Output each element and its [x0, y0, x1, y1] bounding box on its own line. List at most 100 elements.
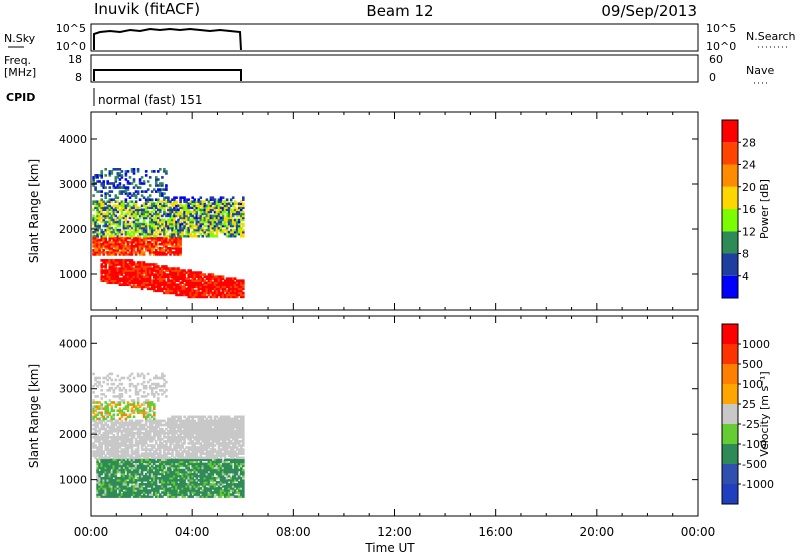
velocity-cell [138, 436, 142, 439]
velocity-cell [169, 423, 172, 427]
power-cell [213, 295, 217, 299]
power-cell [130, 208, 134, 212]
power-cell [227, 234, 231, 238]
power-cell [124, 251, 128, 254]
velocity-cell [110, 372, 114, 376]
velocity-cell [211, 446, 215, 449]
velocity-cell [191, 474, 194, 478]
power-cell [118, 267, 122, 270]
power-cell [106, 277, 109, 280]
power-cell [112, 234, 116, 238]
velocity-cell [112, 454, 116, 457]
velocity-cell [134, 407, 138, 410]
velocity-cell [150, 448, 154, 451]
power-cell [169, 285, 172, 289]
velocity-cell [207, 466, 211, 470]
power-cell [98, 212, 101, 216]
power-cell [124, 269, 128, 272]
power-cell [157, 265, 160, 268]
power-cell [163, 277, 166, 280]
velocity-cell [142, 491, 146, 494]
velocity-cell [159, 448, 162, 451]
velocity-cell [197, 423, 201, 427]
velocity-cell [215, 458, 219, 462]
velocity-cell [187, 448, 190, 451]
velocity-cell [157, 489, 160, 492]
power-cell [159, 273, 162, 276]
velocity-cell [217, 485, 221, 488]
velocity-cell [132, 481, 136, 484]
power-cell [104, 242, 107, 246]
power-cell [169, 291, 172, 295]
power-cell [104, 261, 107, 264]
power-cell [132, 194, 136, 197]
velocity-cell [171, 429, 174, 433]
power-cell [126, 210, 130, 214]
power-cell [229, 289, 233, 293]
power-cell [130, 212, 134, 216]
power-cell [118, 283, 122, 286]
power-cell [235, 220, 239, 224]
power-cell [128, 182, 132, 185]
power-ytick-label-1: 2000 [59, 223, 87, 236]
power-cell [231, 214, 235, 218]
velocity-cell [110, 409, 114, 412]
velocity-cell [136, 436, 140, 439]
velocity-cell [191, 489, 194, 492]
velocity-cell [155, 391, 158, 394]
power-cell [114, 218, 118, 222]
power-cell [112, 198, 116, 201]
power-cell [124, 178, 128, 181]
power-cell [229, 214, 233, 218]
velocity-cell [130, 427, 134, 431]
velocity-cell [213, 444, 217, 447]
power-cell [169, 247, 172, 250]
velocity-cell [142, 411, 146, 415]
velocity-cell [122, 476, 126, 480]
velocity-cell [122, 458, 126, 462]
power-cell [134, 194, 138, 197]
power-cell [130, 281, 134, 284]
velocity-cell [92, 444, 95, 447]
power-cell [94, 222, 97, 226]
velocity-cell [199, 479, 203, 482]
beam-title: Beam 12 [366, 2, 433, 20]
power-cell [203, 287, 207, 291]
power-cell [171, 210, 174, 214]
velocity-cell [134, 442, 138, 445]
power-cell [197, 228, 201, 232]
velocity-cell [181, 464, 184, 468]
velocity-cell [118, 389, 122, 392]
velocity-cell [183, 489, 186, 492]
power-cell [231, 228, 235, 232]
power-cell [179, 253, 182, 256]
power-cell [136, 249, 140, 252]
velocity-cell [169, 468, 172, 472]
power-cell [100, 172, 103, 175]
power-cell [242, 228, 245, 232]
power-cell [136, 208, 140, 212]
velocity-cell [132, 423, 136, 427]
velocity-cell [163, 470, 166, 474]
power-cell [181, 279, 184, 282]
power-cell [175, 285, 178, 289]
velocity-cell [217, 434, 221, 437]
power-cell [148, 226, 152, 230]
power-cell [171, 204, 174, 208]
power-cell [124, 238, 128, 242]
velocity-cell [150, 446, 154, 449]
power-cell [112, 182, 116, 185]
velocity-cell [100, 495, 103, 498]
power-cell [225, 198, 229, 201]
velocity-cell [124, 468, 128, 472]
velocity-cell [161, 458, 164, 462]
power-cell [181, 271, 184, 274]
power-cell [136, 168, 140, 171]
power-cell [219, 291, 223, 295]
power-cell [124, 208, 128, 212]
power-cell [144, 214, 148, 218]
power-cell [173, 277, 176, 280]
velocity-cell [102, 438, 105, 441]
velocity-cell [142, 464, 146, 468]
power-cell [118, 279, 122, 282]
